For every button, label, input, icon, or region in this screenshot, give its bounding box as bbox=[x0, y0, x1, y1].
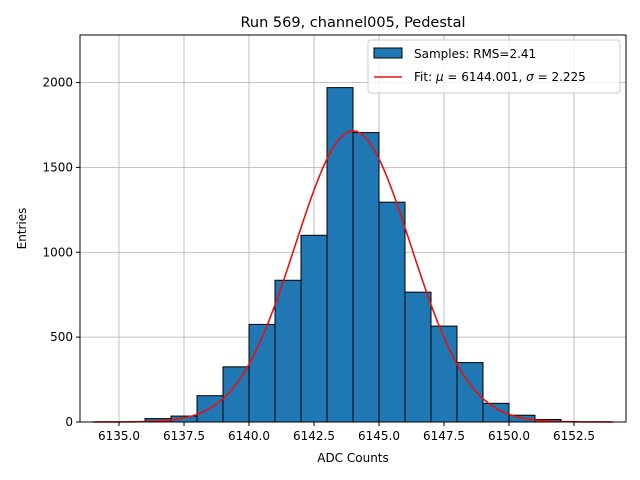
y-tick-label: 0 bbox=[65, 415, 73, 429]
y-axis-label: Entries bbox=[15, 208, 29, 250]
chart-title: Run 569, channel005, Pedestal bbox=[240, 15, 465, 31]
legend-hist-swatch bbox=[373, 47, 403, 59]
x-tick-label: 6145.0 bbox=[358, 429, 400, 443]
legend-box bbox=[367, 39, 621, 94]
histogram-bar bbox=[248, 323, 276, 423]
y-tick-label: 1500 bbox=[42, 160, 73, 174]
x-tick-label: 6152.5 bbox=[553, 429, 595, 443]
x-tick-label: 6150.0 bbox=[488, 429, 530, 443]
histogram-bar bbox=[378, 201, 406, 423]
legend: Samples: RMS=2.41 Fit: μ = 6144.001, σ =… bbox=[367, 39, 621, 94]
histogram-bar bbox=[430, 325, 458, 423]
x-axis-ticks: 6135.0 6137.5 6140.0 6142.5 6145.0 6147.5 6150… bbox=[98, 422, 595, 443]
y-tick-label: 2000 bbox=[42, 76, 73, 90]
plot-frame bbox=[79, 34, 627, 423]
x-tick-label: 6147.5 bbox=[423, 429, 465, 443]
fit-curve bbox=[93, 130, 613, 423]
x-axis-label: ADC Counts bbox=[317, 451, 389, 465]
legend-fit-label: Fit: μ = 6144.001, σ = 2.225 bbox=[414, 70, 586, 84]
legend-mu-value: = 6144.001, bbox=[444, 70, 527, 84]
x-tick-label: 6137.5 bbox=[163, 429, 205, 443]
x-tick-label: 6140.0 bbox=[228, 429, 270, 443]
histogram-bar bbox=[404, 291, 432, 423]
y-tick-label: 1000 bbox=[42, 245, 73, 259]
x-tick-label: 6142.5 bbox=[293, 429, 335, 443]
histogram-bar bbox=[352, 132, 380, 423]
x-tick-label: 6135.0 bbox=[98, 429, 140, 443]
histogram-bar bbox=[300, 234, 328, 423]
histogram-bar bbox=[274, 279, 302, 423]
legend-sigma-value: = 2.225 bbox=[534, 70, 586, 84]
histogram-bars bbox=[144, 87, 562, 423]
y-tick-label: 500 bbox=[50, 330, 73, 344]
legend-hist-label: Samples: RMS=2.41 bbox=[414, 47, 536, 61]
legend-sigma-symbol: σ bbox=[526, 70, 534, 84]
legend-mu-symbol: μ bbox=[435, 70, 444, 84]
y-axis-ticks: 0 500 1000 1500 2000 bbox=[42, 76, 80, 429]
legend-fit-prefix: Fit: bbox=[414, 70, 436, 84]
